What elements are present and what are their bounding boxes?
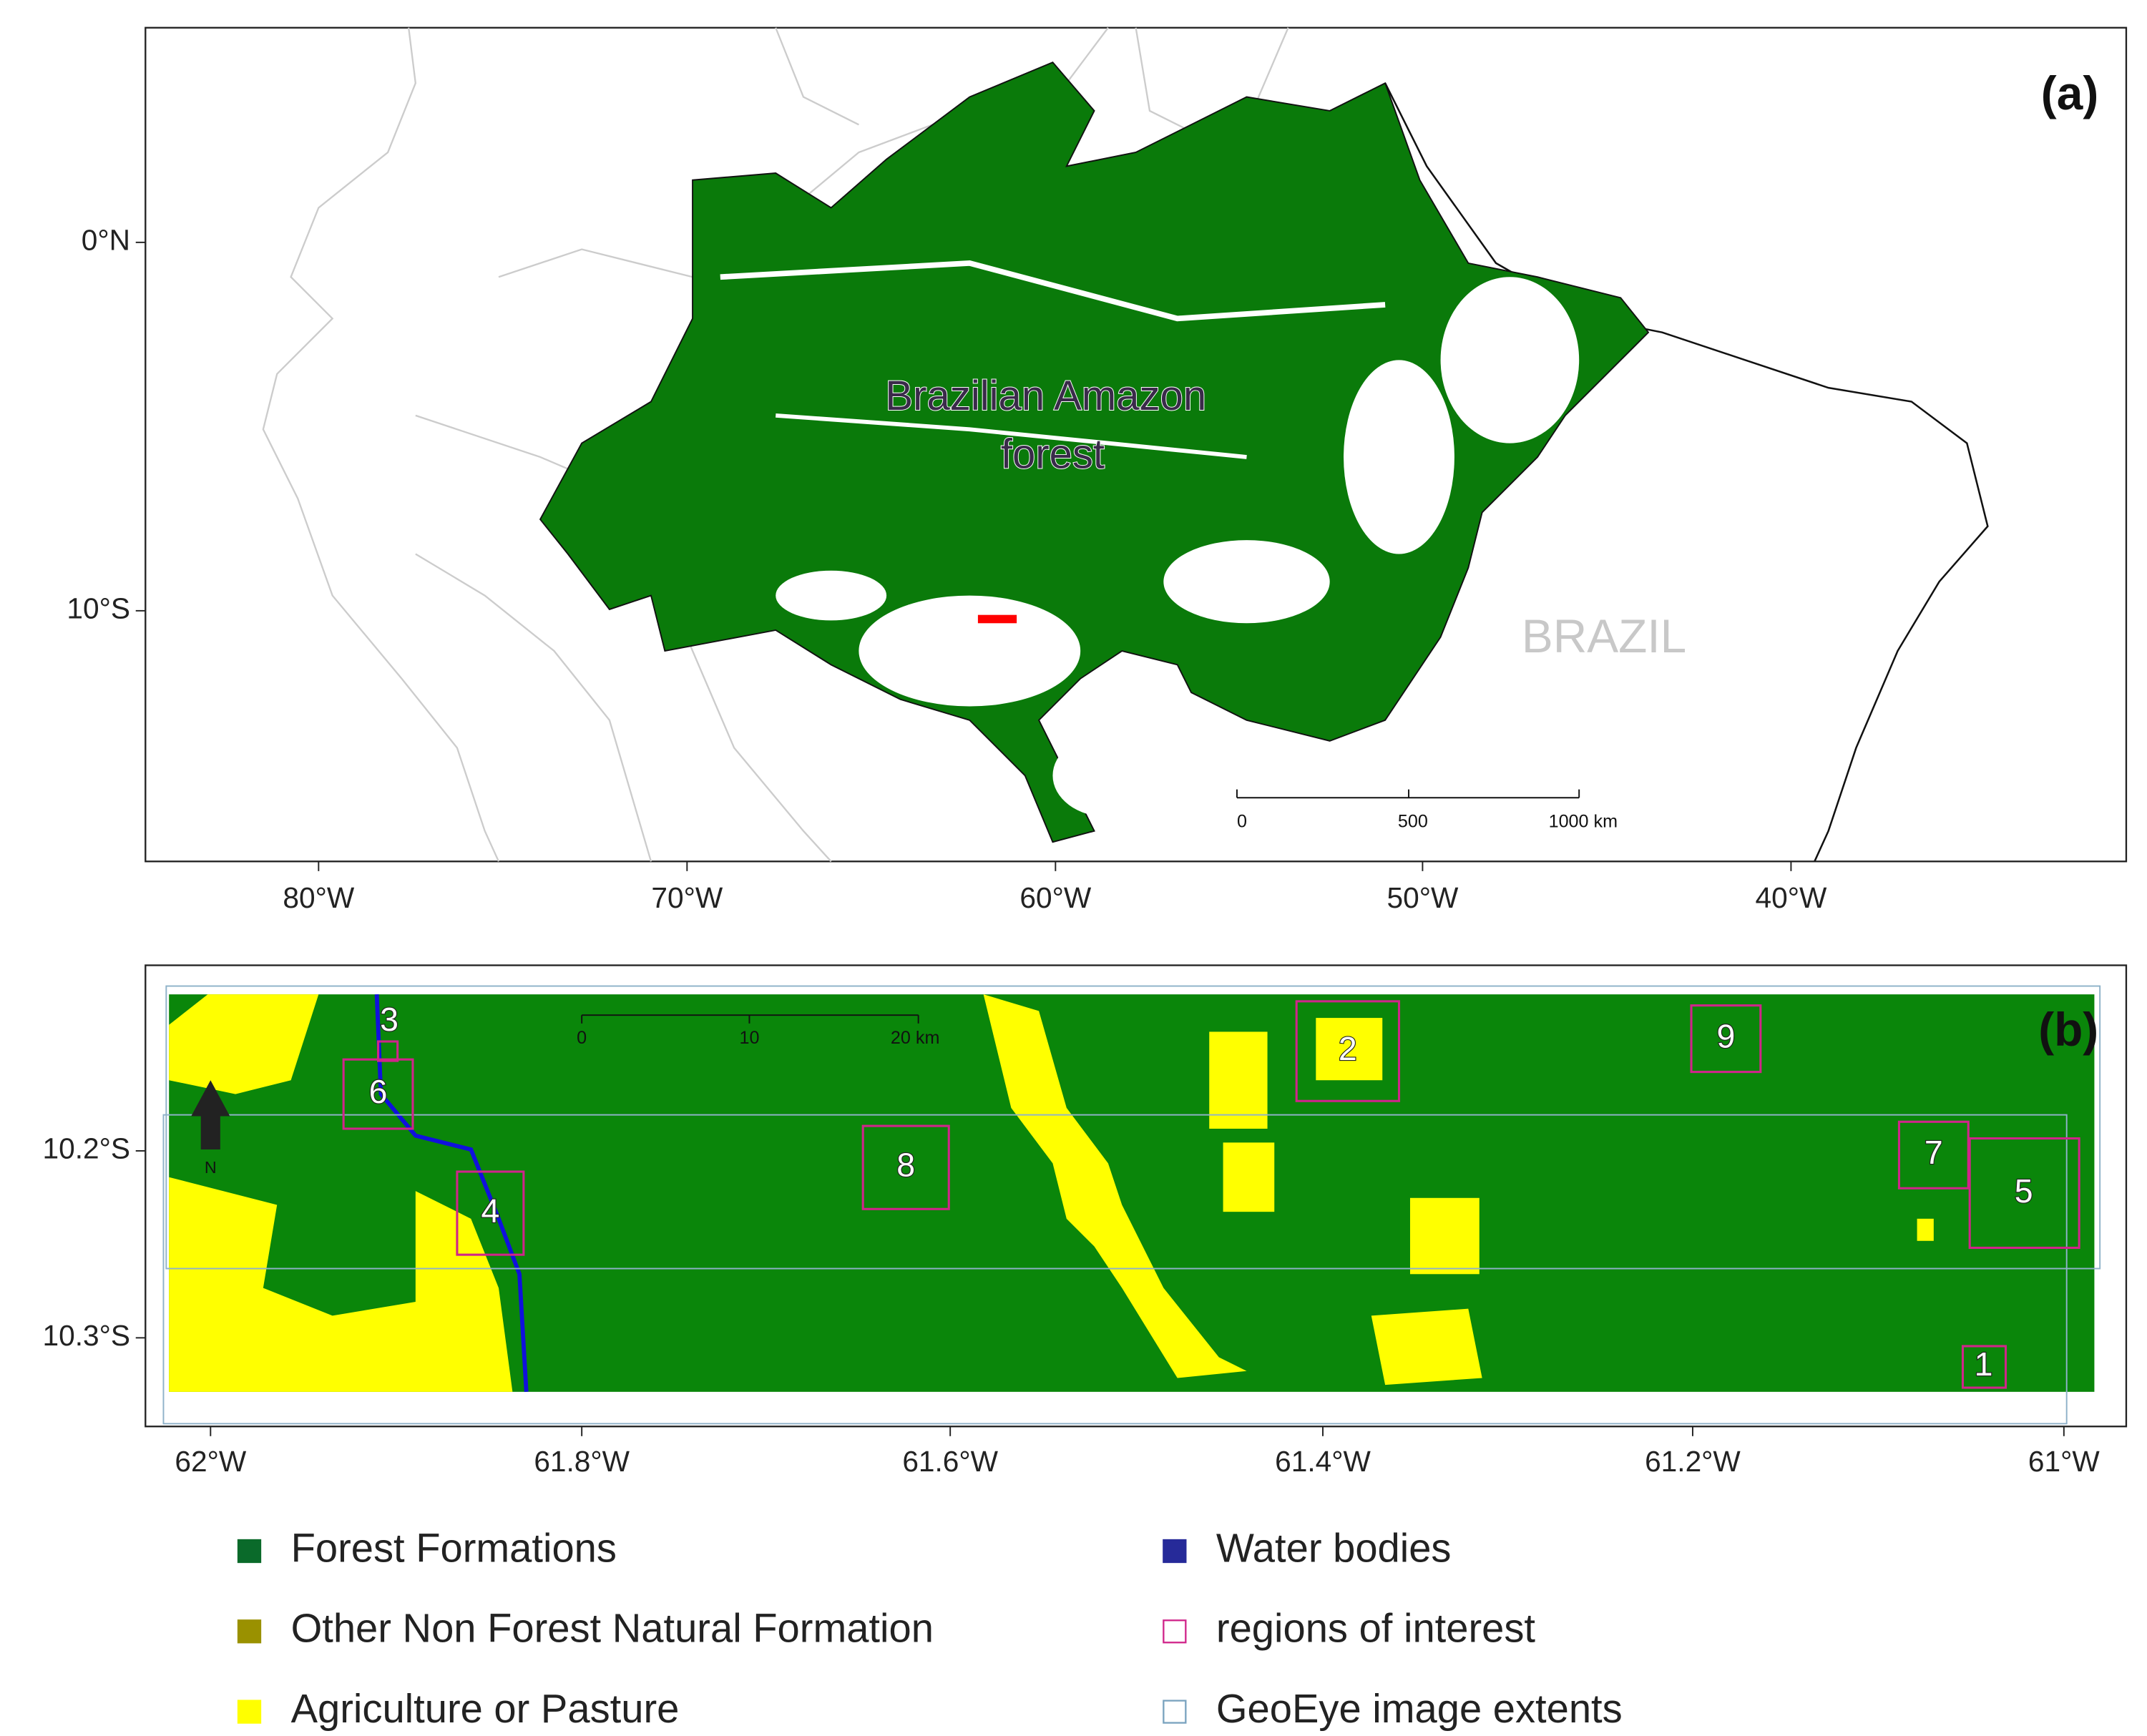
region-label: Brazilian Amazon xyxy=(885,373,1206,419)
region-box xyxy=(861,1124,950,1210)
scale-label: 20 km xyxy=(891,1028,940,1048)
geoeye-extent xyxy=(162,1114,2068,1425)
legend-swatch xyxy=(237,1539,262,1564)
legend-label: regions of interest xyxy=(1216,1606,1536,1651)
x-tick-label: 61.2°W xyxy=(1645,1445,1741,1478)
deforestation-patches xyxy=(720,260,1580,818)
region-box xyxy=(1968,1137,2080,1250)
panel-label: (b) xyxy=(2038,1003,2098,1056)
region-label: 5 xyxy=(2015,1172,2033,1210)
region-label: 4 xyxy=(481,1192,499,1229)
amazon-forest xyxy=(539,61,1650,843)
legend-label: Forest Formations xyxy=(291,1525,617,1570)
legend-label: Agriculture or Pasture xyxy=(291,1686,680,1731)
y-tick-label: 0°N xyxy=(82,224,130,257)
scale-label: 10 xyxy=(739,1028,759,1048)
legend-swatch xyxy=(1163,1539,1187,1564)
country-label: BRAZIL xyxy=(1522,609,1686,662)
x-tick-label: 62°W xyxy=(175,1445,246,1478)
region-box xyxy=(1961,1345,2007,1389)
x-tick-label: 60°W xyxy=(1019,881,1091,914)
legend-swatch xyxy=(237,1700,262,1724)
legend-label: Other Non Forest Natural Formation xyxy=(291,1606,934,1651)
river xyxy=(374,994,529,1393)
region-label: 3 xyxy=(380,1001,398,1038)
geoeye-extent xyxy=(165,985,2101,1270)
legend-swatch xyxy=(1163,1619,1187,1644)
region-label: 9 xyxy=(1716,1017,1735,1054)
region-box xyxy=(1897,1120,1970,1190)
scale-bar xyxy=(581,1014,919,1024)
region-label: forest xyxy=(1001,431,1105,477)
region-label: 1 xyxy=(1975,1345,1993,1383)
y-tick-label: 10.2°S xyxy=(43,1132,130,1165)
region-box xyxy=(377,1040,399,1062)
legend-swatch xyxy=(1163,1700,1187,1724)
scale-label: 0 xyxy=(1237,812,1247,832)
scale-bar xyxy=(1236,789,1580,799)
scale-label: 1000 km xyxy=(1549,812,1618,832)
region-box xyxy=(1690,1004,1762,1074)
x-tick-label: 80°W xyxy=(283,881,354,914)
north-label: N xyxy=(205,1158,217,1177)
region-label: 7 xyxy=(1925,1134,1943,1171)
panel-a: (a) Brazilian Amazon forest BRAZIL xyxy=(145,26,2128,863)
panel-b: 1 2 3 4 5 6 7 8 9 N (b) xyxy=(145,964,2128,1428)
x-tick-label: 70°W xyxy=(651,881,723,914)
y-tick-label: 10°S xyxy=(67,592,130,625)
x-tick-label: 61.8°W xyxy=(534,1445,630,1478)
legend-label: Water bodies xyxy=(1216,1525,1452,1570)
x-tick-label: 61°W xyxy=(2028,1445,2100,1478)
legend: Forest Formations Other Non Forest Natura… xyxy=(237,1525,1623,1731)
legend-swatch xyxy=(237,1619,262,1644)
study-area xyxy=(977,614,1017,624)
scale-label: 0 xyxy=(577,1028,587,1048)
y-tick-label: 10.3°S xyxy=(43,1319,130,1352)
x-tick-label: 50°W xyxy=(1386,881,1458,914)
region-box xyxy=(342,1058,414,1130)
agriculture-areas xyxy=(169,994,1934,1392)
x-tick-label: 40°W xyxy=(1756,881,1827,914)
region-box xyxy=(456,1170,525,1256)
region-label: 6 xyxy=(369,1073,388,1110)
legend-label: GeoEye image extents xyxy=(1216,1686,1623,1731)
panel-label: (a) xyxy=(2041,67,2098,119)
x-tick-label: 61.6°W xyxy=(902,1445,998,1478)
region-label: 2 xyxy=(1339,1030,1357,1067)
region-label: 8 xyxy=(896,1146,915,1183)
region-box xyxy=(1295,1000,1401,1102)
x-tick-label: 61.4°W xyxy=(1275,1445,1371,1478)
scale-label: 500 xyxy=(1398,812,1428,832)
